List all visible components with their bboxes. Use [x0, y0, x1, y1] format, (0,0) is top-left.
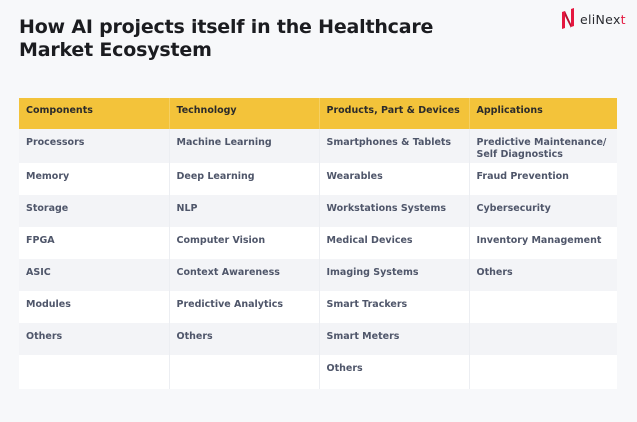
table-cell: Memory: [19, 163, 170, 195]
table-row: Modules Predictive Analytics Smart Track…: [19, 291, 617, 323]
table-cell: Others: [319, 355, 470, 389]
table-row: Processors Machine Learning Smartphones …: [19, 129, 617, 163]
table-row: ASIC Context Awareness Imaging Systems O…: [19, 259, 617, 291]
table-cell: ASIC: [19, 259, 170, 291]
table-cell: Medical Devices: [319, 227, 470, 259]
table-cell: Inventory Management: [469, 227, 617, 259]
elinext-logo: eliNext: [562, 8, 626, 30]
table-cell: [19, 355, 170, 389]
table-cell: Deep Learning: [169, 163, 320, 195]
table-row: Storage NLP Workstations Systems Cyberse…: [19, 195, 617, 227]
table-cell: Others: [469, 259, 617, 291]
table-cell: Computer Vision: [169, 227, 320, 259]
page-title: How AI projects itself in the Healthcare…: [19, 16, 439, 62]
table-cell: Smart Trackers: [319, 291, 470, 323]
table-cell: Cybersecurity: [469, 195, 617, 227]
table-cell: Processors: [19, 129, 170, 163]
table-cell: Others: [19, 323, 170, 355]
logo-text-accent: t: [620, 11, 626, 27]
table-cell: Wearables: [319, 163, 470, 195]
table-cell: [469, 291, 617, 323]
table-cell: Workstations Systems: [319, 195, 470, 227]
table-cell: Predictive Maintenance/ Self Diagnostics: [469, 129, 617, 163]
table-cell: Context Awareness: [169, 259, 320, 291]
table-row: Others Others Smart Meters: [19, 323, 617, 355]
table-row: Memory Deep Learning Wearables Fraud Pre…: [19, 163, 617, 195]
column-header-applications: Applications: [469, 98, 617, 129]
logo-wordmark: eliNext: [580, 12, 626, 27]
healthcare-ai-ecosystem-table: Components Technology Products, Part & D…: [19, 98, 617, 389]
table-cell: Machine Learning: [169, 129, 320, 163]
column-header-components: Components: [19, 98, 170, 129]
table-cell: [469, 355, 617, 389]
table-cell: Imaging Systems: [319, 259, 470, 291]
table-row: Others: [19, 355, 617, 389]
table-header-row: Components Technology Products, Part & D…: [19, 98, 617, 129]
elinext-n-logo-icon: [562, 8, 574, 29]
table-cell: Modules: [19, 291, 170, 323]
table-cell: Smart Meters: [319, 323, 470, 355]
table-cell: FPGA: [19, 227, 170, 259]
table-cell: [469, 323, 617, 355]
column-header-technology: Technology: [169, 98, 320, 129]
table-cell: [169, 355, 320, 389]
title-line-2: Market Ecosystem: [19, 39, 212, 61]
table-row: FPGA Computer Vision Medical Devices Inv…: [19, 227, 617, 259]
column-header-products: Products, Part & Devices: [319, 98, 470, 129]
table-cell: Smartphones & Tablets: [319, 129, 470, 163]
table-cell: Predictive Analytics: [169, 291, 320, 323]
table-cell: Others: [169, 323, 320, 355]
title-line-1: How AI projects itself in the Healthcare: [19, 16, 434, 38]
table-cell: NLP: [169, 195, 320, 227]
table-cell: Fraud Prevention: [469, 163, 617, 195]
logo-text-main: eliNex: [580, 11, 621, 27]
table-cell: Storage: [19, 195, 170, 227]
